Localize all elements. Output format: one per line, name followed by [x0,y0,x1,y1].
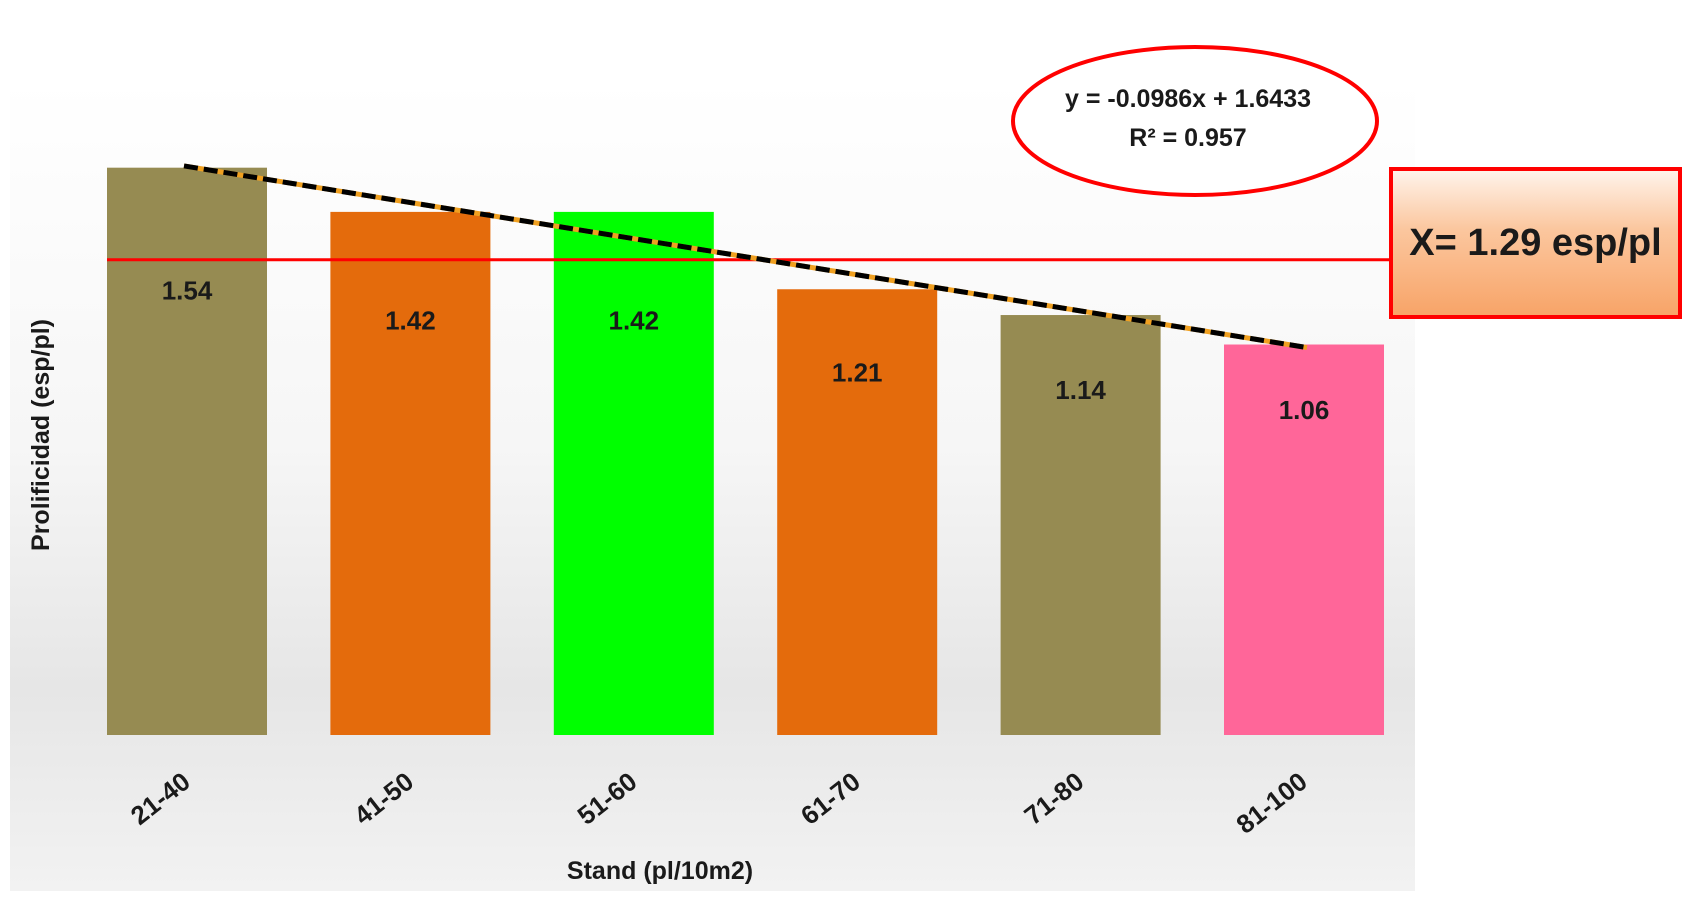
mean-value-label: X= 1.29 esp/pl [1409,221,1662,264]
equation-ellipse [1011,45,1379,197]
trendline-equation: y = -0.0986x + 1.6433 [1065,85,1311,113]
value-labels: 1.54 1.42 1.42 1.21 1.14 1.06 [162,276,1330,425]
x-tick-label: 81-100 [1230,766,1312,839]
bar-61-70 [777,289,938,735]
x-tick-label: 61-70 [795,766,866,831]
y-axis-title: Prolificidad (esp/pl) [27,319,55,551]
mean-value-box: X= 1.29 esp/pl [1389,167,1682,319]
r-squared-label: R² = 0.957 [1129,124,1246,152]
x-tick-label: 71-80 [1018,766,1089,831]
trendline-layer [183,163,1308,351]
bar-81-100 [1224,344,1384,735]
value-label: 1.14 [1055,375,1106,405]
x-tick-labels: 21-40 41-50 51-60 61-70 71-80 81-100 [125,766,1313,839]
value-label: 1.42 [608,305,659,335]
x-tick-label: 41-50 [348,766,419,831]
bar-51-60 [553,211,714,735]
bar-41-50 [330,211,491,735]
value-label: 1.06 [1279,395,1330,425]
bars [107,167,1384,736]
trendline [183,163,1308,351]
bar-21-40 [107,167,267,736]
value-label: 1.21 [832,358,883,388]
value-label: 1.42 [385,305,436,335]
bar-71-80 [1000,315,1161,735]
x-tick-label: 21-40 [125,766,196,831]
x-tick-label: 51-60 [572,766,643,831]
x-axis-title: Stand (pl/10m2) [567,857,753,885]
value-label: 1.54 [162,276,213,306]
